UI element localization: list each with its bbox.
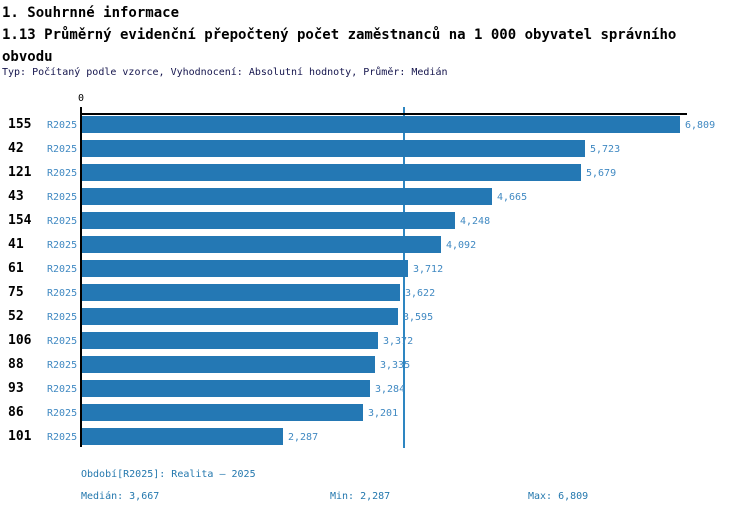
category-label: 106 [8,333,32,348]
category-label: 41 [8,237,24,252]
value-label: 5,679 [586,168,617,179]
axis-zero-label: 0 [77,93,85,104]
bar [82,188,492,205]
series-label: R2025 [47,216,78,227]
value-label: 2,287 [288,432,319,443]
bar [82,380,370,397]
bar-row: 75 R2025 3,622 [0,284,750,301]
bar [82,140,585,157]
period-label: Období[R2025]: Realita – 2025 [81,469,256,480]
series-label: R2025 [47,120,78,131]
bar [82,260,408,277]
value-label: 3,201 [368,408,399,419]
bar [82,236,441,253]
bar-row: 154 R2025 4,248 [0,212,750,229]
value-label: 4,665 [497,192,528,203]
category-label: 75 [8,285,24,300]
bar-row: 121 R2025 5,679 [0,164,750,181]
value-label: 3,284 [375,384,406,395]
bar-chart: 0 155 R2025 6,809 42 R2025 5,723 121 R2025 5,679… [0,93,750,448]
min-stat: Min: 2,287 [330,491,391,502]
value-label: 3,335 [380,360,411,371]
bar-row: 41 R2025 4,092 [0,236,750,253]
bar-row: 42 R2025 5,723 [0,140,750,157]
category-label: 86 [8,405,24,420]
series-label: R2025 [47,408,78,419]
bar [82,308,398,325]
bar-row: 155 R2025 6,809 [0,116,750,133]
series-label: R2025 [47,240,78,251]
series-label: R2025 [47,192,78,203]
bar [82,164,581,181]
bar [82,356,375,373]
median-line [403,107,405,448]
category-label: 43 [8,189,24,204]
series-label: R2025 [47,168,78,179]
x-axis-line [80,113,687,115]
bar [82,332,378,349]
value-label: 3,372 [383,336,414,347]
value-label: 3,595 [403,312,434,323]
value-label: 4,092 [446,240,477,251]
bar-row: 43 R2025 4,665 [0,188,750,205]
max-stat: Max: 6,809 [528,491,589,502]
bar-row: 93 R2025 3,284 [0,380,750,397]
value-label: 4,248 [460,216,491,227]
series-label: R2025 [47,360,78,371]
category-label: 121 [8,165,32,180]
series-label: R2025 [47,144,78,155]
category-label: 42 [8,141,24,156]
category-label: 101 [8,429,32,444]
bar [82,428,283,445]
category-label: 154 [8,213,32,228]
bar-row: 61 R2025 3,712 [0,260,750,277]
series-label: R2025 [47,336,78,347]
category-label: 88 [8,357,24,372]
indicator-title: 1.13 Průměrný evidenční přepočtený počet… [2,27,677,65]
category-label: 61 [8,261,24,276]
series-label: R2025 [47,288,78,299]
value-label: 3,712 [413,264,444,275]
bar-row: 88 R2025 3,335 [0,356,750,373]
category-label: 155 [8,117,32,132]
value-label: 3,622 [405,288,436,299]
bar-row: 106 R2025 3,372 [0,332,750,349]
series-label: R2025 [47,432,78,443]
bar [82,284,400,301]
median-stat: Medián: 3,667 [81,491,160,502]
bar-row: 101 R2025 2,287 [0,428,750,445]
category-label: 52 [8,309,24,324]
y-axis-line [80,107,82,447]
section-title: 1. Souhrnné informace [2,5,180,21]
report-meta: Typ: Počítaný podle vzorce, Vyhodnocení:… [2,67,448,78]
category-label: 93 [8,381,24,396]
bar [82,404,363,421]
series-label: R2025 [47,384,78,395]
bar [82,212,455,229]
value-label: 5,723 [590,144,621,155]
value-label: 6,809 [685,120,716,131]
bar-row: 86 R2025 3,201 [0,404,750,421]
bar-row: 52 R2025 3,595 [0,308,750,325]
bar [82,116,680,133]
series-label: R2025 [47,264,78,275]
series-label: R2025 [47,312,78,323]
